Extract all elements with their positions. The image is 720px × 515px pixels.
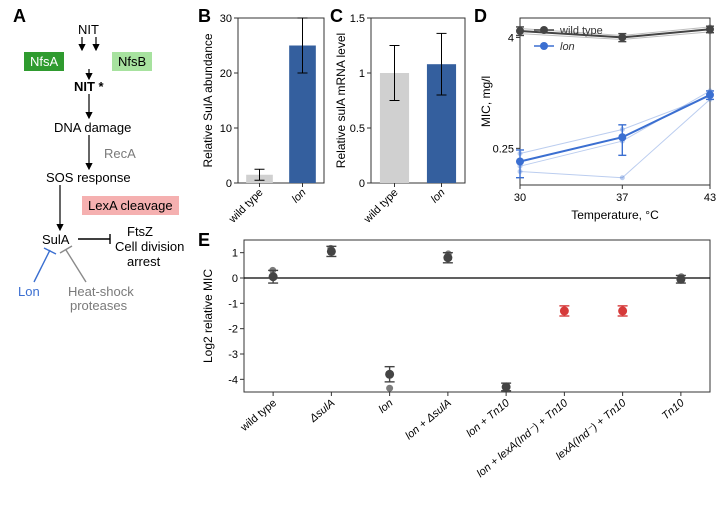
svg-text:10: 10 [220,123,232,135]
svg-text:-3: -3 [228,349,238,361]
svg-text:lon + Tn10: lon + Tn10 [464,397,512,440]
svg-text:1: 1 [359,68,365,80]
svg-text:wild type: wild type [226,187,265,225]
svg-text:ΔsulA: ΔsulA [307,397,338,425]
svg-text:Temperature, °C: Temperature, °C [571,208,659,222]
panel-a-diagram: NIT NfsA NfsB NIT * DNA damage RecA SOS … [12,22,192,322]
svg-text:30: 30 [220,13,232,25]
svg-text:43: 43 [704,192,716,204]
panel-d-chart: 0.254303743MIC, mg/lTemperature, °Cwild … [476,10,718,225]
svg-text:lon: lon [377,397,396,416]
panel-e-chart: -4 -3 -2 -1 0 1 Log2 relative MIC wild type Δsul… [198,232,718,512]
svg-text:Log2 relative MIC: Log2 relative MIC [201,269,215,363]
svg-text:0: 0 [232,273,238,285]
svg-text:0: 0 [226,178,232,190]
svg-text:lon: lon [290,187,309,206]
svg-text:wild type: wild type [361,187,400,225]
svg-text:30: 30 [514,192,526,204]
panel-b-chart: 0 10 20 30 Relative SulA abundance wild type l… [200,10,330,225]
svg-text:Tn10: Tn10 [660,397,688,423]
svg-text:lon + ΔsulA: lon + ΔsulA [403,397,454,442]
svg-text:MIC, mg/l: MIC, mg/l [479,76,493,127]
svg-text:-2: -2 [228,324,238,336]
svg-text:lon: lon [560,41,575,53]
svg-text:4: 4 [508,32,514,44]
svg-text:20: 20 [220,68,232,80]
panel-a-arrows [12,22,192,322]
svg-text:0.5: 0.5 [350,123,365,135]
svg-text:37: 37 [616,192,628,204]
svg-text:1: 1 [232,248,238,260]
svg-text:lon: lon [429,187,448,206]
svg-text:Relative SulA abundance: Relative SulA abundance [201,33,215,167]
svg-text:0: 0 [359,178,365,190]
svg-text:0.25: 0.25 [493,143,514,155]
svg-text:1.5: 1.5 [350,13,365,25]
svg-text:Relative sulA mRNA level: Relative sulA mRNA level [334,33,348,168]
svg-text:-1: -1 [228,298,238,310]
panel-c-chart: 0 0.5 1 1.5Relative sulA mRNA level wild typ… [333,10,471,225]
svg-text:wild type: wild type [238,397,279,434]
svg-text:-4: -4 [228,374,238,386]
